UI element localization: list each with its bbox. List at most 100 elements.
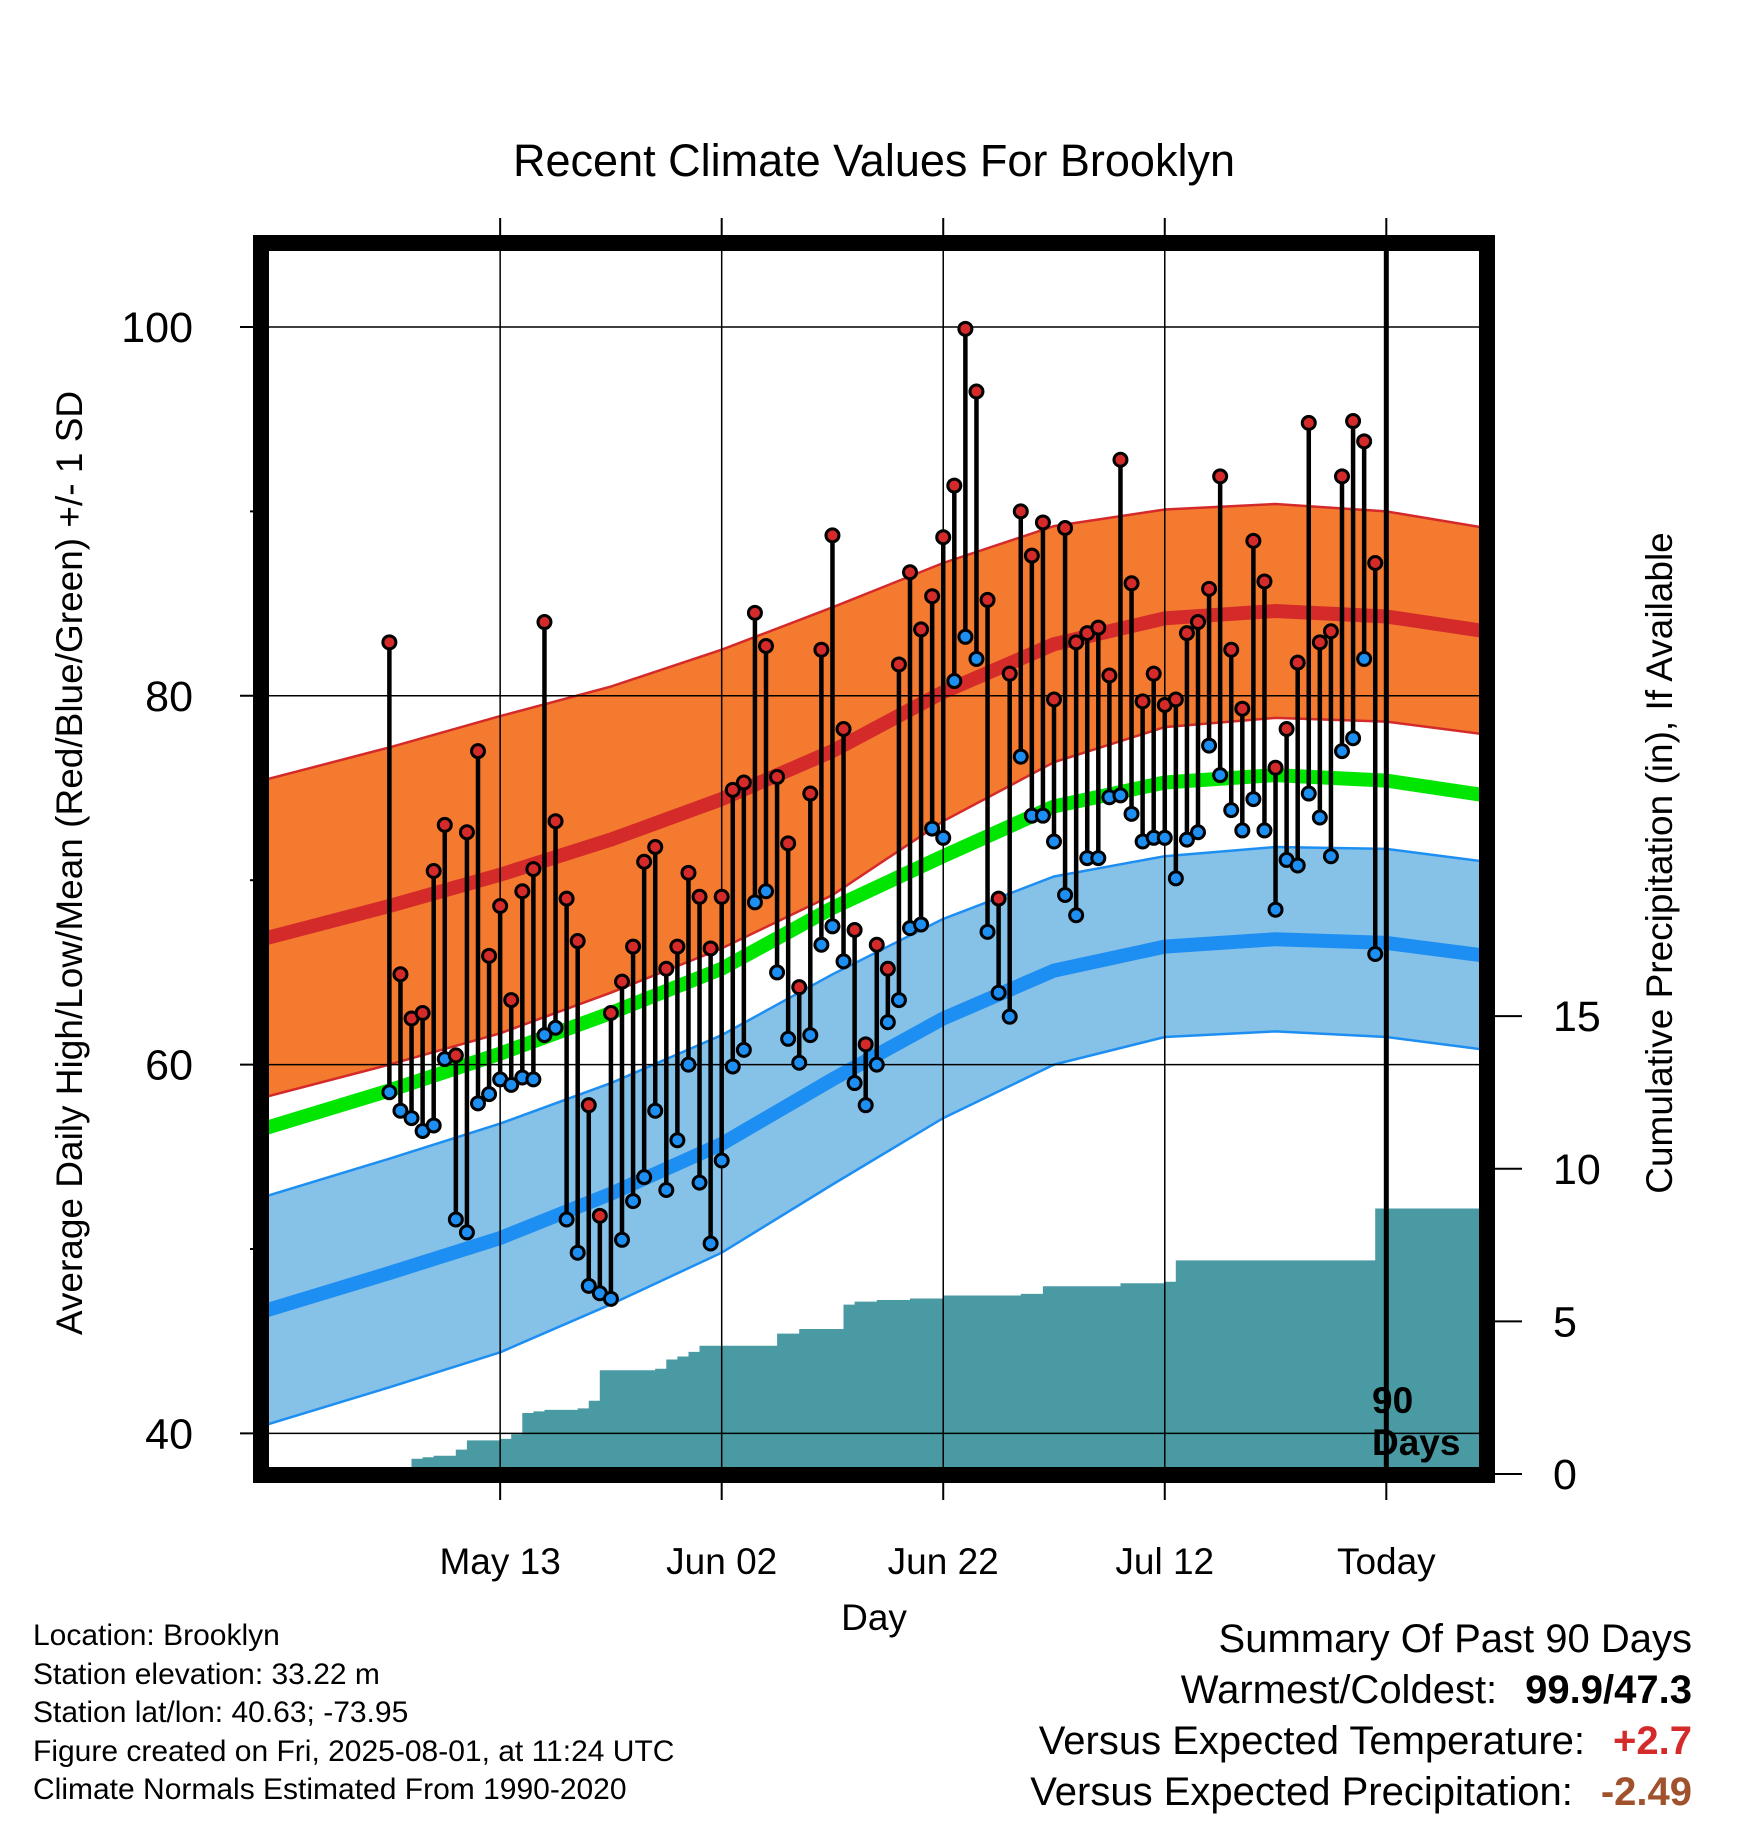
daily-low-point xyxy=(680,1056,697,1073)
daily-high-point xyxy=(1256,573,1273,590)
daily-high-point xyxy=(913,621,930,638)
daily-low-point xyxy=(713,1152,730,1169)
daily-high-point xyxy=(492,898,509,915)
daily-high-point xyxy=(1334,468,1350,485)
daily-low-point xyxy=(647,1102,664,1119)
daily-low-point xyxy=(392,1102,409,1119)
daily-low-point xyxy=(1256,822,1273,839)
daily-high-point xyxy=(392,966,409,983)
daily-low-point xyxy=(658,1182,675,1199)
daily-high-point xyxy=(724,781,741,798)
y2-tick-label: 5 xyxy=(1553,1298,1577,1346)
daily-low-point xyxy=(525,1071,542,1088)
daily-high-point xyxy=(857,1036,874,1053)
daily-temperature-marks xyxy=(381,320,1384,1307)
x-tick-label: May 13 xyxy=(439,1541,560,1582)
daily-low-point xyxy=(381,1084,398,1101)
x-tick-label: Jul 12 xyxy=(1115,1541,1214,1582)
daily-high-point xyxy=(514,883,531,900)
daily-high-point xyxy=(625,938,642,955)
daily-high-point xyxy=(890,656,907,673)
precipitation-row: Versus Expected Precipitation: -2.49 xyxy=(1030,1767,1692,1818)
daily-high-point xyxy=(1057,519,1074,536)
daily-high-point xyxy=(1112,451,1129,468)
daily-high-point xyxy=(702,940,719,957)
daily-high-point xyxy=(1012,503,1029,520)
y2-tick-label: 10 xyxy=(1553,1146,1601,1194)
daily-high-point xyxy=(580,1097,597,1114)
warmest-coldest-row: Warmest/Coldest: 99.9/47.3 xyxy=(1030,1665,1692,1716)
daily-low-point xyxy=(890,992,907,1009)
daily-low-point xyxy=(1201,737,1218,754)
daily-high-point xyxy=(1345,413,1362,430)
daily-low-point xyxy=(735,1041,752,1058)
daily-high-point xyxy=(1300,414,1317,431)
daily-high-point xyxy=(1123,575,1140,592)
daily-high-point xyxy=(558,890,575,907)
daily-high-point xyxy=(946,477,963,494)
daily-low-point xyxy=(868,1056,885,1073)
daily-low-point xyxy=(403,1110,420,1127)
warmest-coldest-label: Warmest/Coldest: xyxy=(1180,1668,1498,1712)
daily-high-point xyxy=(1201,580,1218,597)
daily-high-point xyxy=(458,824,475,841)
temperature-row: Versus Expected Temperature: +2.7 xyxy=(1030,1716,1692,1767)
daily-low-point xyxy=(1212,767,1229,784)
daily-high-point xyxy=(1367,555,1384,572)
daily-low-point xyxy=(802,1027,819,1044)
y-axis-title: Average Daily High/Low/Mean (Red/Blue/Gr… xyxy=(49,391,90,1335)
daily-low-point xyxy=(1245,791,1262,808)
daily-low-point xyxy=(1356,650,1373,667)
daily-low-point xyxy=(968,650,985,667)
daily-low-point xyxy=(990,984,1007,1001)
daily-low-point xyxy=(1367,945,1384,962)
summary-panel: Summary Of Past 90 Days Warmest/Coldest:… xyxy=(1030,1614,1692,1818)
plot-area xyxy=(262,244,1486,1474)
y2-tick-label: 15 xyxy=(1553,993,1601,1041)
daily-low-point xyxy=(547,1019,564,1036)
daily-high-point xyxy=(746,604,763,621)
daily-low-point xyxy=(1267,901,1284,918)
daily-high-point xyxy=(436,816,453,833)
normal-mean-line xyxy=(262,768,1486,1136)
daily-low-point xyxy=(481,1086,498,1103)
y-tick-label: 60 xyxy=(145,1042,193,1090)
daily-high-point xyxy=(414,1004,431,1021)
daily-high-point xyxy=(1356,433,1373,450)
station-info: Location: Brooklyn Station elevation: 33… xyxy=(33,1617,674,1810)
precipitation-area-shape xyxy=(389,1208,1486,1474)
daily-low-point xyxy=(1322,848,1339,865)
plot-frame xyxy=(253,235,1495,1483)
daily-low-point xyxy=(580,1277,597,1294)
daily-low-point xyxy=(1012,748,1029,765)
daily-low-point xyxy=(636,1169,653,1186)
daily-high-point xyxy=(813,641,830,658)
daily-low-point xyxy=(1068,907,1085,924)
daily-low-point xyxy=(813,936,830,953)
y2-axis-title: Cumulative Precipitation (in), If Availa… xyxy=(1639,532,1680,1194)
daily-high-point xyxy=(1134,693,1151,710)
daily-low-point xyxy=(913,916,930,933)
daily-high-point xyxy=(1311,634,1328,651)
daily-low-point xyxy=(1190,824,1206,841)
daily-high-point xyxy=(470,743,486,760)
daily-high-point xyxy=(503,992,520,1009)
daily-low-point xyxy=(1090,850,1107,867)
elevation-text: Station elevation: 33.22 m xyxy=(33,1657,380,1691)
daily-low-point xyxy=(791,1054,808,1071)
daily-high-point xyxy=(669,938,686,955)
precipitation-label: Versus Expected Precipitation: xyxy=(1030,1770,1573,1814)
daily-high-point xyxy=(780,835,797,852)
daily-high-point xyxy=(658,960,675,977)
x-tick-label: Today xyxy=(1337,1541,1436,1582)
chart-title: Recent Climate Values For Brooklyn xyxy=(513,135,1235,186)
daily-high-point xyxy=(1234,700,1251,717)
daily-low-point xyxy=(935,829,952,846)
daily-high-point xyxy=(647,839,664,856)
daily-high-point xyxy=(591,1207,608,1224)
daily-low-point xyxy=(957,628,974,645)
daily-high-point xyxy=(990,890,1007,907)
created-text: Figure created on Fri, 2025-08-01, at 11… xyxy=(33,1734,675,1768)
daily-low-point xyxy=(824,918,841,935)
